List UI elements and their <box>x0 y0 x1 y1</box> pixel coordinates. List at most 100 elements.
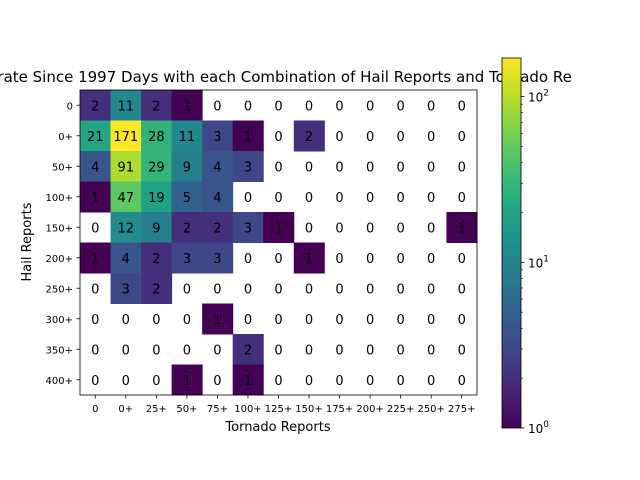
cell-value-label: 3 <box>213 252 221 267</box>
heatmap-cell <box>141 273 173 304</box>
heatmap-cell <box>232 364 264 396</box>
cell-value-label: 0 <box>366 99 374 114</box>
cell-value-label: 0 <box>305 99 313 114</box>
cell-value-label: 0 <box>366 130 374 145</box>
cell-value-label: 1 <box>183 374 191 389</box>
y-tick-label: 50+ <box>52 162 73 173</box>
cell-value-label: 0 <box>335 343 343 358</box>
cell-value-label: 2 <box>152 99 160 114</box>
cell-value-label: 0 <box>427 99 435 114</box>
x-tick-label: 0+ <box>118 404 133 415</box>
cell-value-label: 91 <box>118 160 135 175</box>
heatmap-cell <box>171 364 203 396</box>
cell-value-label: 1 <box>244 374 252 389</box>
cell-value-label: 0 <box>397 221 405 236</box>
y-tick-label: 250+ <box>46 284 73 295</box>
cell-value-label: 0 <box>213 374 221 389</box>
heatmap-cell <box>141 212 173 243</box>
x-tick-label: 250+ <box>417 404 444 415</box>
colorbar-gradient <box>502 58 521 428</box>
x-tick-label: 175+ <box>326 404 353 415</box>
cell-value-label: 4 <box>91 160 99 175</box>
heatmap-cell <box>202 242 234 274</box>
cell-value-label: 4 <box>213 160 221 175</box>
heatmap-cell <box>141 120 173 152</box>
heatmap-cells: 2 11 2 1 0 0 0 0 0 0 0 0 021 171 28 11 3 1 0 2 0 0 0 0 04 91 29 9 4 3… <box>80 90 478 396</box>
cell-value-label: 0 <box>152 343 160 358</box>
cell-value-label: 0 <box>366 252 374 267</box>
heatmap-cell <box>110 242 142 274</box>
heatmap-cell <box>110 212 142 243</box>
cell-value-label: 171 <box>113 130 138 145</box>
cell-value-label: 1 <box>183 99 191 114</box>
cell-value-label: 3 <box>244 221 252 236</box>
cell-value-label: 19 <box>148 191 165 206</box>
cell-value-label: 2 <box>183 221 191 236</box>
cell-value-label: 1 <box>244 130 252 145</box>
cell-value-label: 0 <box>427 130 435 145</box>
cell-value-label: 0 <box>305 313 313 328</box>
x-tick-label: 75+ <box>207 404 228 415</box>
cell-value-label: 0 <box>152 374 160 389</box>
cell-value-label: 0 <box>305 221 313 236</box>
cell-value-label: 0 <box>366 191 374 206</box>
heatmap-cell <box>141 181 173 213</box>
cell-value-label: 0 <box>335 221 343 236</box>
cell-value-label: 0 <box>427 160 435 175</box>
cell-value-label: 0 <box>305 191 313 206</box>
heatmap-cell <box>293 120 325 152</box>
cell-value-label: 0 <box>244 252 252 267</box>
cell-value-label: 0 <box>122 313 130 328</box>
x-tick-label: 200+ <box>356 404 383 415</box>
cell-value-label: 0 <box>305 374 313 389</box>
cell-value-label: 47 <box>118 191 135 206</box>
heatmap-cell <box>171 120 203 152</box>
heatmap-cell <box>232 334 264 365</box>
cell-value-label: 9 <box>183 160 191 175</box>
cell-value-label: 0 <box>397 99 405 114</box>
cell-value-label: 0 <box>274 374 282 389</box>
cell-value-label: 0 <box>335 252 343 267</box>
cell-value-label: 0 <box>427 313 435 328</box>
colorbar-frame <box>501 57 522 429</box>
cell-value-label: 0 <box>397 343 405 358</box>
x-axis-label: Tornado Reports <box>224 420 330 435</box>
y-tick-label: 400+ <box>46 376 73 387</box>
x-tick-label: 25+ <box>146 404 167 415</box>
cell-value-label: 1 <box>274 221 282 236</box>
cell-value-label: 2 <box>305 130 313 145</box>
cell-value-label: 1 <box>458 221 466 236</box>
heatmap-cell <box>446 212 478 243</box>
y-axis-label: Hail Reports <box>20 202 35 281</box>
cell-value-label: 0 <box>305 282 313 297</box>
cell-value-label: 0 <box>305 160 313 175</box>
cell-value-label: 0 <box>122 343 130 358</box>
x-axis-ticks: 0 0+ 25+ 50+ 75+ 100+ 125+ 150+ 175+ 200+ 225+ 250+… <box>92 395 475 415</box>
heatmap-cell <box>171 90 203 121</box>
cell-value-label: 4 <box>122 252 130 267</box>
cell-value-label: 0 <box>427 374 435 389</box>
heatmap-cell <box>232 212 264 243</box>
x-tick-label: 0 <box>92 404 98 415</box>
cell-value-label: 4 <box>213 191 221 206</box>
cell-value-label: 0 <box>458 130 466 145</box>
heatmap-cell <box>263 212 295 243</box>
cell-value-label: 0 <box>427 252 435 267</box>
cell-value-label: 21 <box>87 130 104 145</box>
cell-value-label: 2 <box>91 99 99 114</box>
cell-value-label: 0 <box>397 313 405 328</box>
cell-value-label: 0 <box>213 282 221 297</box>
cell-value-label: 0 <box>183 282 191 297</box>
colorbar-ticks: 100 101 102 <box>521 89 549 436</box>
cell-value-label: 0 <box>458 160 466 175</box>
heatmap-cell <box>110 120 142 152</box>
cell-value-label: 0 <box>122 374 130 389</box>
x-tick-label: 150+ <box>295 404 322 415</box>
cell-value-label: 0 <box>274 252 282 267</box>
y-tick-label: 200+ <box>46 254 73 265</box>
cell-value-label: 0 <box>91 221 99 236</box>
heatmap-cell <box>80 90 112 121</box>
cell-value-label: 0 <box>91 313 99 328</box>
cell-value-label: 0 <box>274 191 282 206</box>
cell-value-label: 0 <box>366 221 374 236</box>
